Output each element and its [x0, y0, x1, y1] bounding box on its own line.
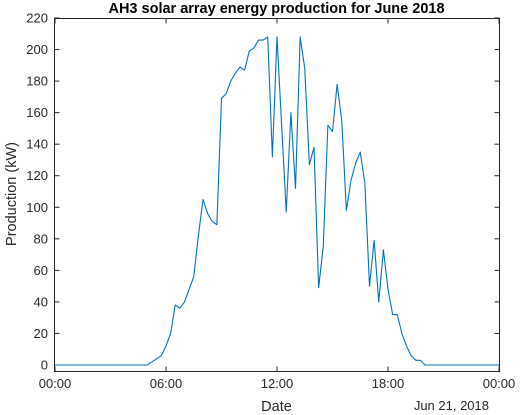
y-tick-label: 220 [26, 11, 48, 26]
x-tick-label: 12:00 [261, 376, 294, 391]
x-axis-ticks: 00:00 06:00 12:00 18:00 00:00 [39, 18, 516, 391]
x-tick-label: 18:00 [372, 376, 405, 391]
y-axis-ticks: 0 20 40 60 80 100 120 140 160 180 200 220 [26, 11, 500, 373]
y-tick-label: 0 [41, 358, 48, 373]
y-tick-label: 40 [34, 294, 48, 309]
x-tick-label: 00:00 [483, 376, 516, 391]
y-tick-label: 160 [26, 105, 48, 120]
y-tick-label: 200 [26, 42, 48, 57]
plot-frame [54, 18, 500, 372]
y-tick-label: 100 [26, 200, 48, 215]
x-axis-label: Date [261, 399, 292, 415]
x-axis-date-label: Jun 21, 2018 [414, 398, 489, 413]
y-tick-label: 20 [34, 326, 48, 341]
x-tick-label: 00:00 [39, 376, 72, 391]
chart-title: AH3 solar array energy production for Ju… [108, 1, 444, 17]
y-tick-label: 80 [34, 231, 48, 246]
y-tick-label: 60 [34, 263, 48, 278]
y-tick-label: 180 [26, 74, 48, 89]
plot-area [54, 18, 499, 371]
x-tick-label: 06:00 [150, 376, 183, 391]
y-tick-label: 140 [26, 137, 48, 152]
y-tick-label: 120 [26, 168, 48, 183]
production-series-line [55, 36, 499, 366]
y-axis-label: Production (kW) [4, 142, 20, 246]
